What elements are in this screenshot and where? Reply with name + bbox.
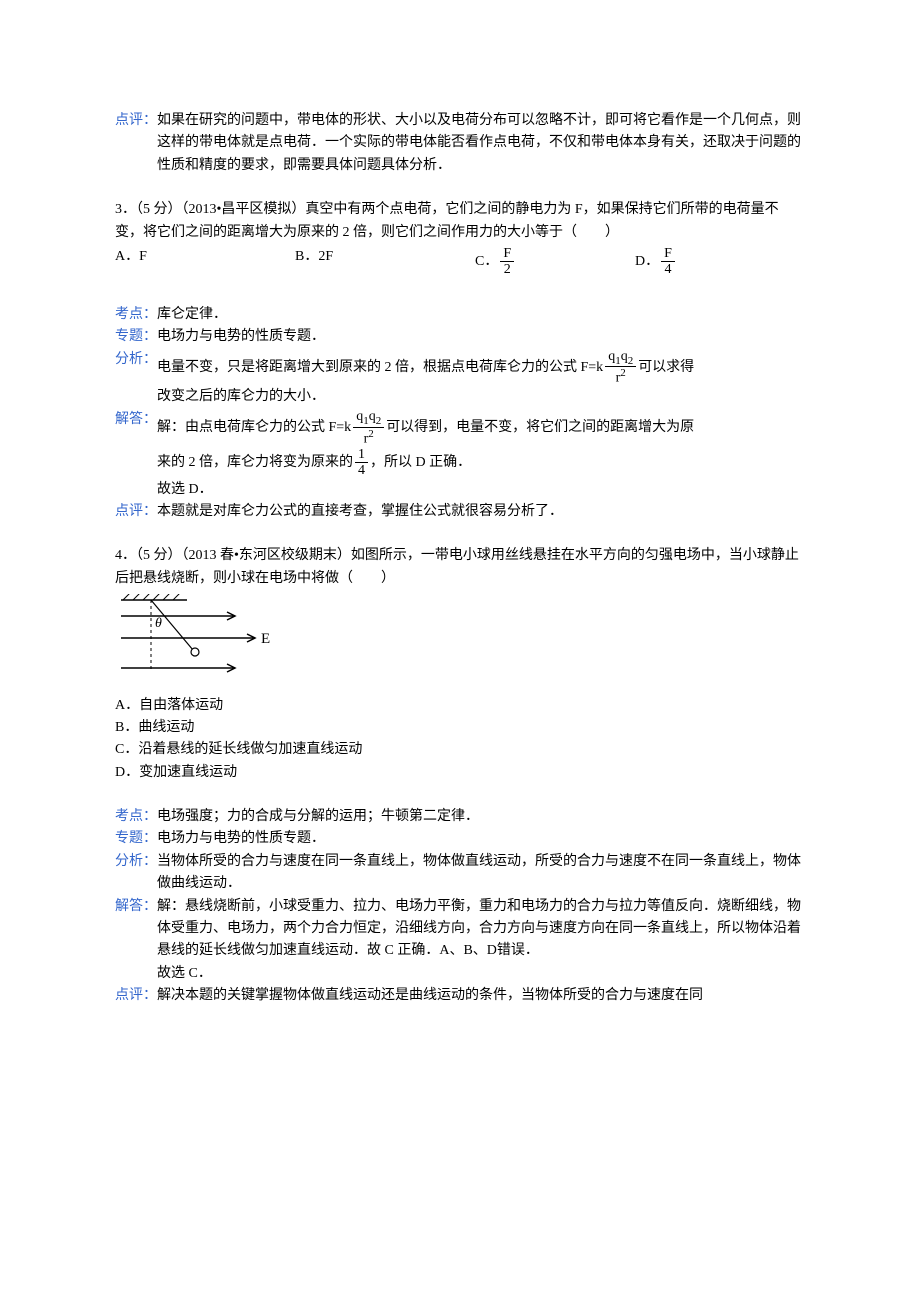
q4-zhuanti-text: 电场力与电势的性质专题． [157,828,805,850]
frac-num: F [661,246,675,262]
frac-den: r2 [353,428,384,447]
q4-dianping-row: 点评： 解决本题的关键掌握物体做直线运动还是曲线运动的条件，当物体所受的合力与速… [115,985,805,1007]
q3-kaodian-row: 考点： 库仑定律． [115,304,805,326]
q3-fenxi-pre: 电量不变，只是将距离增大到原来的 2 倍，根据点电荷库仑力的公式 F=k [157,360,603,375]
e-label: E [261,631,270,647]
sub-2: 2 [628,354,634,366]
q4-diagram: θ E [115,594,805,688]
q4-jieda-row: 解答： 解：悬线烧断前，小球受重力、拉力、电场力平衡，重力和电场力的合力与拉力等… [115,896,805,986]
kaodian-label: 考点： [115,304,157,326]
jieda-label: 解答： [115,409,157,431]
q3-zhuanti-row: 专题： 电场力与电势的性质专题． [115,326,805,348]
q4-option-c: C．沿着悬线的延长线做匀加速直线运动 [115,739,805,761]
sup-2: 2 [368,428,374,440]
frac-den: 2 [500,262,514,277]
fraction: q1q2 r2 [605,349,636,387]
frac-den: 4 [355,463,368,478]
q3-option-b: B．2F [295,246,475,278]
frac-num: 1 [355,447,368,463]
q3-jieda-post: 可以得到，电量不变，将它们之间的距离增大为原 [386,420,694,435]
q4-jieda-text2: 故选 C． [157,966,212,981]
q3-fenxi-row: 分析： 电量不变，只是将距离增大到原来的 2 倍，根据点电荷库仑力的公式 F=k… [115,349,805,409]
q3-option-c: C．F2 [475,246,635,278]
q4-option-a: A．自由落体运动 [115,695,805,717]
q3-jieda-line1: 解：由点电荷库仑力的公式 F=k q1q2 r2 可以得到，电量不变，将它们之间… [157,420,694,435]
dianping-label: 点评： [115,501,157,523]
q3-dianping-text: 本题就是对库仑力公式的直接考查，掌握住公式就很容易分析了． [157,501,805,523]
zhuanti-label: 专题： [115,326,157,348]
q3-opt-c-prefix: C． [475,254,498,269]
q4-fenxi-text: 当物体所受的合力与速度在同一条直线上，物体做直线运动，所受的合力与速度不在同一条… [157,851,805,896]
q3-stem: 3．（5 分）（2013•昌平区模拟）真空中有两个点电荷，它们之间的静电力为 F… [115,199,805,244]
q3-fenxi-line1: 电量不变，只是将距离增大到原来的 2 倍，根据点电荷库仑力的公式 F=k q1q… [157,360,694,375]
q2-dianping-row: 点评： 如果在研究的问题中，带电体的形状、大小以及电荷分布可以忽略不计，即可将它… [115,110,805,177]
frac-num: q1q2 [605,349,636,368]
q3-jieda-pre: 解：由点电荷库仑力的公式 F=k [157,420,351,435]
kaodian-label: 考点： [115,806,157,828]
dianping-label: 点评： [115,110,157,132]
q2-dianping-text: 如果在研究的问题中，带电体的形状、大小以及电荷分布可以忽略不计，即可将它看作是一… [157,110,805,177]
frac-den: 4 [661,262,675,277]
frac-den: r2 [605,367,636,386]
q3-jieda-line3: 故选 D． [157,482,213,497]
q4-option-d: D．变加速直线运动 [115,762,805,784]
q3-options: A．F B．2F C．F2 D．F4 [115,246,805,278]
sub-2: 2 [376,415,382,427]
dianping-label: 点评： [115,985,157,1007]
var-q: q [369,409,376,424]
sup-2: 2 [620,367,626,379]
q4-fenxi-row: 分析： 当物体所受的合力与速度在同一条直线上，物体做直线运动，所受的合力与速度不… [115,851,805,896]
fraction: F2 [500,246,514,278]
q3-fenxi-post: 可以求得 [638,360,694,375]
document-page: 点评： 如果在研究的问题中，带电体的形状、大小以及电荷分布可以忽略不计，即可将它… [0,0,920,1302]
jieda-label: 解答： [115,896,157,918]
q3-jieda-body: 解：由点电荷库仑力的公式 F=k q1q2 r2 可以得到，电量不变，将它们之间… [157,409,805,501]
q4-zhuanti-row: 专题： 电场力与电势的性质专题． [115,828,805,850]
q3-jieda-row: 解答： 解：由点电荷库仑力的公式 F=k q1q2 r2 可以得到，电量不变，将… [115,409,805,501]
q4-option-b: B．曲线运动 [115,717,805,739]
fraction: F4 [661,246,675,278]
frac-num: q1q2 [353,409,384,428]
fraction: q1q2 r2 [353,409,384,447]
q4-dianping-text: 解决本题的关键掌握物体做直线运动还是曲线运动的条件，当物体所受的合力与速度在同 [157,985,805,1007]
frac-num: F [500,246,514,262]
q3-jieda-line2: 来的 2 倍，库仑力将变为原来的14，所以 D 正确． [157,455,471,470]
q3-dianping-row: 点评： 本题就是对库仑力公式的直接考查，掌握住公式就很容易分析了． [115,501,805,523]
q3-fenxi-body: 电量不变，只是将距离增大到原来的 2 倍，根据点电荷库仑力的公式 F=k q1q… [157,349,805,409]
q3-option-a: A．F [115,246,295,278]
zhuanti-label: 专题： [115,828,157,850]
q3-kaodian-text: 库仑定律． [157,304,805,326]
q3-zhuanti-text: 电场力与电势的性质专题． [157,326,805,348]
q3-option-d: D．F4 [635,246,795,278]
fenxi-label: 分析： [115,349,157,371]
q4-jieda-text: 解：悬线烧断前，小球受重力、拉力、电场力平衡，重力和电场力的合力与拉力等值反向．… [157,899,801,959]
q4-stem: 4．（5 分）（2013 春•东河区校级期末）如图所示，一带电小球用丝线悬挂在水… [115,545,805,590]
theta-label: θ [155,616,162,631]
q4-kaodian-text: 电场强度；力的合成与分解的运用；牛顿第二定律． [157,806,805,828]
q4-jieda-body: 解：悬线烧断前，小球受重力、拉力、电场力平衡，重力和电场力的合力与拉力等值反向．… [157,896,805,986]
var-q: q [621,349,628,364]
fenxi-label: 分析： [115,851,157,873]
q3-opt-d-prefix: D． [635,254,659,269]
fraction: 14 [355,447,368,479]
q3-fenxi-line2: 改变之后的库仑力的大小． [157,389,325,404]
field-diagram-svg: θ E [115,594,285,680]
q3-jieda-line2-pre: 来的 2 倍，库仑力将变为原来的 [157,455,353,470]
q4-kaodian-row: 考点： 电场强度；力的合成与分解的运用；牛顿第二定律． [115,806,805,828]
q3-jieda-line2-post: ，所以 D 正确． [370,455,471,470]
